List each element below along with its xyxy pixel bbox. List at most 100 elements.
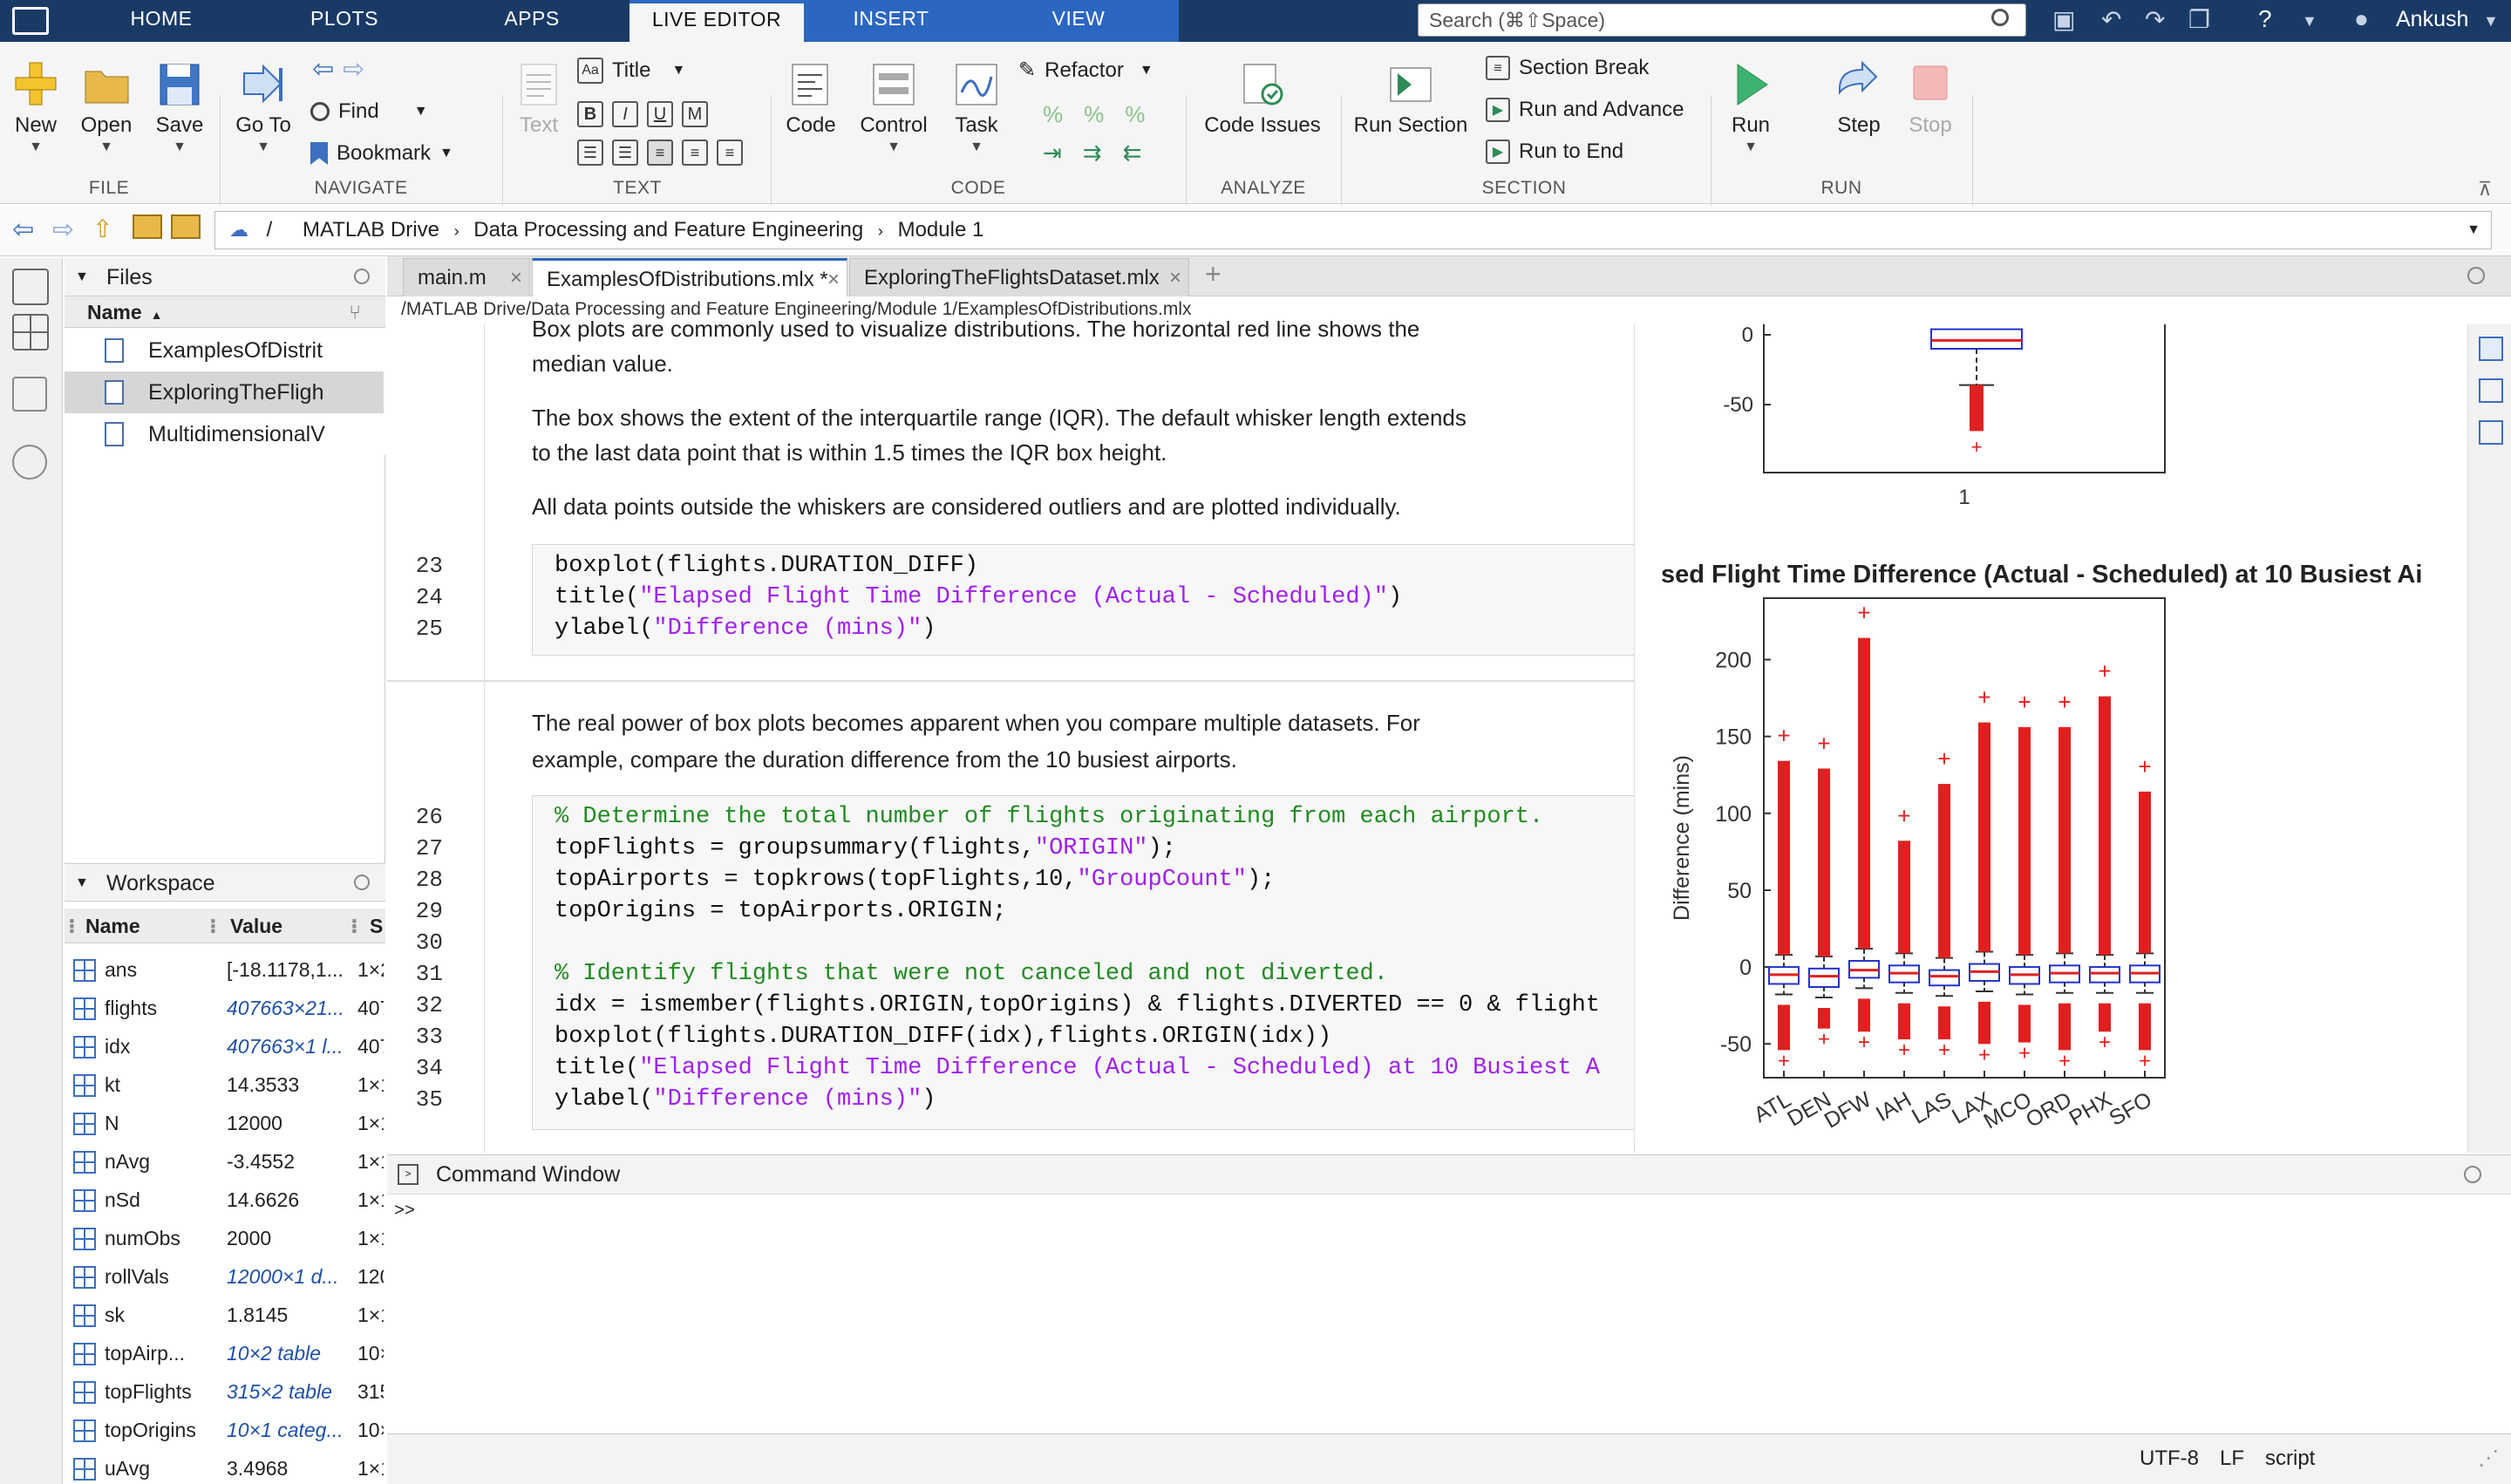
workspace-size-column[interactable]: S bbox=[370, 915, 384, 937]
workspace-row[interactable]: numObs 2000 1×1 bbox=[65, 1219, 384, 1257]
tab-apps[interactable]: APPS bbox=[504, 7, 560, 30]
file-item[interactable]: ExamplesOfDistrit bbox=[65, 330, 384, 371]
percent-icon[interactable]: % bbox=[1043, 101, 1064, 127]
workspace-value-column[interactable]: Value bbox=[230, 915, 283, 937]
back-icon[interactable]: ⇦ bbox=[12, 215, 35, 244]
code-line[interactable]: idx = ismember(flights.ORIGIN,topOrigins… bbox=[555, 992, 1600, 1018]
editor-tab-examples[interactable]: ExamplesOfDistributions.mlx * × bbox=[532, 258, 847, 296]
editor-menu-icon[interactable] bbox=[2467, 267, 2485, 284]
step-button[interactable]: Step bbox=[1827, 59, 1890, 138]
workspace-row[interactable]: sk 1.8145 1×1 bbox=[65, 1296, 384, 1334]
new-button[interactable]: New ▼ bbox=[5, 59, 66, 155]
control-button[interactable]: Control ▼ bbox=[853, 59, 935, 155]
code-line[interactable]: boxplot(flights.DURATION_DIFF(idx),fligh… bbox=[555, 1024, 1332, 1050]
tab-insert[interactable]: INSERT bbox=[804, 0, 978, 42]
code-line[interactable]: topAirports = topkrows(topFlights,10,"Gr… bbox=[555, 867, 1276, 893]
search-input[interactable]: Search (⌘⇧Space) bbox=[1418, 3, 2026, 37]
git-icon[interactable]: ⑂ bbox=[349, 301, 361, 323]
text-line[interactable]: The box shows the extent of the interqua… bbox=[532, 405, 1466, 431]
path-matlab-drive[interactable]: MATLAB Drive bbox=[303, 218, 439, 242]
resize-grip-icon[interactable]: ⋰ bbox=[2478, 1447, 2499, 1470]
chevron-down-icon[interactable]: ▼ bbox=[2302, 12, 2317, 30]
task-button[interactable]: Task ▼ bbox=[945, 59, 1008, 155]
refactor-button[interactable]: ✎ Refactor ▼ bbox=[1018, 58, 1153, 83]
tab-view[interactable]: VIEW bbox=[978, 0, 1179, 42]
find-files-icon[interactable] bbox=[12, 377, 47, 412]
align-center-icon[interactable]: ≡ bbox=[682, 140, 708, 166]
redo-icon[interactable]: ↷ bbox=[2145, 6, 2166, 33]
current-folder-path[interactable]: ☁ / MATLAB Drive › Data Processing and F… bbox=[214, 211, 2492, 249]
tab-home[interactable]: HOME bbox=[130, 7, 193, 30]
code-line[interactable]: % Identify flights that were not cancele… bbox=[555, 961, 1388, 987]
goto-button[interactable]: Go To ▼ bbox=[228, 59, 298, 155]
text-line[interactable]: The real power of box plots becomes appa… bbox=[532, 710, 1420, 736]
align-right-icon[interactable]: ≡ bbox=[717, 140, 743, 166]
code-block[interactable] bbox=[532, 544, 1634, 656]
path-module-1[interactable]: Module 1 bbox=[897, 218, 984, 242]
workspace-row[interactable]: topOrigins 10×1 categ... 10× bbox=[65, 1411, 384, 1449]
align-left-icon[interactable]: ≡ bbox=[647, 140, 673, 166]
workspace-row[interactable]: topAirp... 10×2 table 10× bbox=[65, 1334, 384, 1372]
files-column-header[interactable]: Name ▲ ⑂ bbox=[65, 296, 385, 328]
collapse-toolstrip-icon[interactable]: ⊼ bbox=[2478, 178, 2493, 200]
text-line[interactable]: Box plots are commonly used to visualize… bbox=[532, 316, 1420, 342]
workspace-row[interactable]: nSd 14.6626 1×1 bbox=[65, 1181, 384, 1219]
files-name-column[interactable]: Name bbox=[87, 301, 142, 323]
help-icon[interactable]: ? bbox=[2258, 5, 2272, 32]
files-panel-menu-icon[interactable] bbox=[354, 269, 370, 284]
indent-icon[interactable]: ⇥ bbox=[1043, 140, 1062, 166]
path-data-processing[interactable]: Data Processing and Feature Engineering bbox=[473, 218, 864, 242]
file-item[interactable]: MultidimensionalV bbox=[65, 413, 384, 455]
workspace-row[interactable]: flights 407663×21... 407 bbox=[65, 989, 384, 1027]
text-line[interactable]: All data points outside the whiskers are… bbox=[532, 494, 1401, 520]
tab-live-editor[interactable]: LIVE EDITOR bbox=[629, 0, 804, 42]
save-button[interactable]: Save ▼ bbox=[148, 59, 211, 155]
undo-icon[interactable]: ↶ bbox=[2101, 6, 2122, 33]
text-line[interactable]: median value. bbox=[532, 351, 673, 377]
increase-indent-icon[interactable]: ⇉ bbox=[1082, 140, 1102, 166]
command-window-menu-icon[interactable] bbox=[2464, 1166, 2481, 1183]
code-line[interactable]: ylabel("Difference (mins)") bbox=[555, 1086, 936, 1113]
monospace-button[interactable]: M bbox=[682, 101, 708, 127]
browse-folder-2-icon[interactable] bbox=[171, 214, 201, 239]
workspace-row[interactable]: rollVals 12000×1 d... 120 bbox=[65, 1257, 384, 1296]
code-issues-button[interactable]: Code Issues bbox=[1194, 59, 1330, 138]
title-style-dropdown[interactable]: Aa Title ▼ bbox=[577, 58, 685, 84]
text-button[interactable]: Text bbox=[511, 59, 567, 138]
code-line[interactable]: boxplot(flights.DURATION_DIFF) bbox=[555, 553, 979, 579]
line-ending-status[interactable]: LF bbox=[2220, 1447, 2245, 1470]
path-root[interactable]: / bbox=[266, 218, 273, 242]
files-panel-icon[interactable] bbox=[12, 269, 49, 305]
close-icon[interactable]: × bbox=[509, 266, 522, 289]
underline-button[interactable]: U bbox=[647, 101, 673, 127]
close-icon[interactable]: × bbox=[1168, 266, 1181, 289]
code-line[interactable]: title("Elapsed Flight Time Difference (A… bbox=[555, 584, 1403, 610]
uncomment-icon[interactable]: % bbox=[1084, 101, 1105, 127]
numbered-list-icon[interactable]: ☰ bbox=[612, 140, 638, 166]
workspace-row[interactable]: idx 407663×1 l... 407 bbox=[65, 1027, 384, 1065]
editor-tab-main[interactable]: main.m × bbox=[403, 258, 530, 296]
forward-icon[interactable]: ⇨ bbox=[52, 215, 75, 244]
open-button[interactable]: Open ▼ bbox=[75, 59, 138, 155]
editor-tab-exploring[interactable]: ExploringTheFlightsDataset.mlx × bbox=[849, 258, 1189, 296]
code-line[interactable]: topFlights = groupsummary(flights,"ORIGI… bbox=[555, 835, 1176, 861]
tab-plots[interactable]: PLOTS bbox=[310, 7, 378, 30]
run-section-button[interactable]: Run Section bbox=[1348, 59, 1473, 138]
workspace-row[interactable]: kt 14.3533 1×1 bbox=[65, 1065, 384, 1104]
italic-button[interactable]: I bbox=[612, 101, 638, 127]
file-item[interactable]: ExploringTheFligh bbox=[65, 371, 384, 413]
encoding-status[interactable]: UTF-8 bbox=[2140, 1447, 2199, 1470]
code-line[interactable]: topOrigins = topAirports.ORIGIN; bbox=[555, 898, 1007, 924]
path-dropdown-icon[interactable]: ▼ bbox=[2467, 222, 2480, 237]
up-folder-icon[interactable]: ⇧ bbox=[92, 215, 113, 242]
bookmark-button[interactable]: Bookmark ▼ bbox=[310, 141, 453, 166]
save-icon[interactable]: ▣ bbox=[2052, 6, 2076, 33]
close-icon[interactable]: × bbox=[827, 268, 840, 291]
workspace-row[interactable]: uAvg 3.4968 1×1 bbox=[65, 1449, 384, 1484]
run-button[interactable]: Run ▼ bbox=[1719, 59, 1782, 155]
user-name[interactable]: Ankush bbox=[2396, 7, 2469, 31]
run-to-end-button[interactable]: ▶ Run to End bbox=[1486, 140, 1623, 164]
bullet-list-icon[interactable]: ☰ bbox=[577, 140, 603, 166]
code-line[interactable]: title("Elapsed Flight Time Difference (A… bbox=[555, 1055, 1600, 1081]
user-menu-chevron-icon[interactable]: ▼ bbox=[2483, 12, 2499, 30]
